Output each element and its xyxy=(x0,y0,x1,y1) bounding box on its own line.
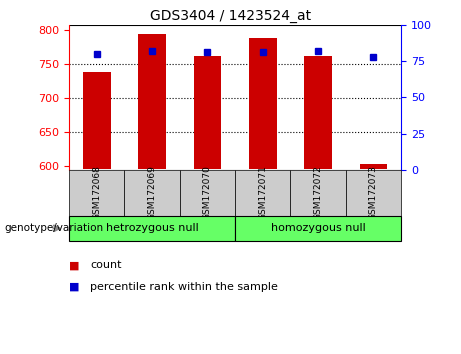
Bar xyxy=(180,170,235,216)
Text: GSM172070: GSM172070 xyxy=(203,165,212,221)
Bar xyxy=(360,164,387,169)
Bar xyxy=(69,170,124,216)
Text: homozygous null: homozygous null xyxy=(271,223,366,233)
Bar xyxy=(304,56,332,169)
Bar xyxy=(290,170,346,216)
Text: GSM172072: GSM172072 xyxy=(313,166,323,220)
Text: GSM172069: GSM172069 xyxy=(148,165,157,221)
Bar xyxy=(138,34,166,169)
Bar xyxy=(69,216,235,241)
Text: GDS3404 / 1423524_at: GDS3404 / 1423524_at xyxy=(150,9,311,23)
Text: GSM172068: GSM172068 xyxy=(92,165,101,221)
Bar xyxy=(194,56,221,169)
Text: ■: ■ xyxy=(69,261,80,270)
Text: count: count xyxy=(90,261,121,270)
Text: GSM172073: GSM172073 xyxy=(369,165,378,221)
Bar xyxy=(346,170,401,216)
Text: ■: ■ xyxy=(69,282,80,292)
Text: GSM172071: GSM172071 xyxy=(258,165,267,221)
Bar xyxy=(235,170,290,216)
Bar xyxy=(83,72,111,169)
Bar xyxy=(249,39,277,169)
Bar xyxy=(124,170,180,216)
Text: genotype/variation: genotype/variation xyxy=(5,223,104,233)
Bar xyxy=(235,216,401,241)
Text: hetrozygous null: hetrozygous null xyxy=(106,223,199,233)
Text: percentile rank within the sample: percentile rank within the sample xyxy=(90,282,278,292)
